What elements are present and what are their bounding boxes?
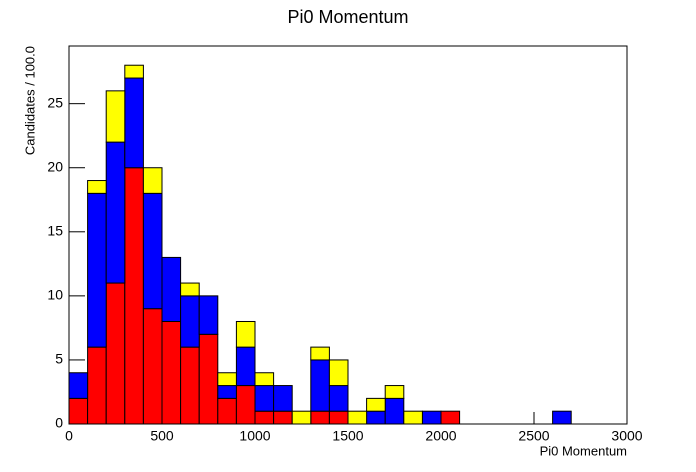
histogram-bar <box>161 256 182 322</box>
histogram-bar <box>328 410 349 425</box>
y-tick-label: 10 <box>47 287 63 303</box>
histogram-bar <box>105 141 126 284</box>
histogram-bar <box>68 397 89 425</box>
histogram-bar <box>105 90 126 143</box>
y-tick-label: 20 <box>47 158 63 174</box>
histogram-bar <box>68 372 89 399</box>
histogram-bar <box>142 192 163 310</box>
histogram-bar <box>124 167 144 425</box>
histogram-bar <box>254 372 275 387</box>
x-tick-label: 3000 <box>611 428 642 444</box>
histogram-bar <box>440 410 461 425</box>
histogram-bar <box>217 385 237 399</box>
histogram-bar <box>366 410 386 425</box>
histogram-bar <box>235 346 256 387</box>
y-tick-label: 25 <box>47 94 63 110</box>
histogram-bar <box>217 372 237 387</box>
y-axis-label: Candidates / 100.0 <box>22 46 37 155</box>
histogram-bar <box>142 308 163 425</box>
x-tick-label: 1000 <box>239 428 270 444</box>
histogram-bar <box>366 397 386 412</box>
histogram-bar <box>254 410 275 425</box>
histogram-bar <box>328 385 349 412</box>
histogram-bar <box>328 359 349 387</box>
histogram-bar <box>105 282 126 425</box>
histogram-bar <box>347 410 368 425</box>
histogram-bar <box>161 320 182 425</box>
histogram-bar <box>235 320 256 348</box>
histogram-bar <box>310 346 330 361</box>
histogram-bar <box>310 410 330 425</box>
histogram-bar <box>198 333 219 425</box>
histogram-bar <box>403 410 423 425</box>
y-tick-label: 5 <box>55 351 63 367</box>
histogram-bar <box>254 385 275 412</box>
histogram-bar <box>124 64 144 79</box>
histogram-bar <box>273 385 293 412</box>
histogram-bar <box>217 397 237 425</box>
histogram-bar <box>384 385 405 399</box>
histogram-bar <box>87 346 107 425</box>
x-axis-label: Pi0 Momentum <box>540 443 627 458</box>
x-tick-label: 0 <box>65 428 73 444</box>
histogram-bar <box>142 167 163 194</box>
histogram-bar <box>273 410 293 425</box>
x-tick-label: 2500 <box>518 428 549 444</box>
chart-title: Pi0 Momentum <box>287 7 408 27</box>
histogram-bar <box>310 359 330 412</box>
histogram-bar <box>235 385 256 425</box>
histogram-bar <box>291 410 312 425</box>
y-tick-label: 15 <box>47 222 63 238</box>
histogram-bar <box>87 180 107 194</box>
histogram-bar <box>421 410 442 425</box>
histogram-bar <box>198 295 219 335</box>
histogram-bar <box>180 282 200 297</box>
histogram-bar <box>124 77 144 169</box>
histogram-bar <box>180 346 200 425</box>
histogram-bar <box>180 295 200 348</box>
x-tick-label: 500 <box>150 428 174 444</box>
x-tick-label: 2000 <box>425 428 456 444</box>
y-tick-label: 0 <box>55 415 63 431</box>
histogram-bar <box>552 410 572 425</box>
x-tick-label: 1500 <box>332 428 363 444</box>
histogram-bar <box>87 192 107 348</box>
histogram-bar <box>384 397 405 425</box>
